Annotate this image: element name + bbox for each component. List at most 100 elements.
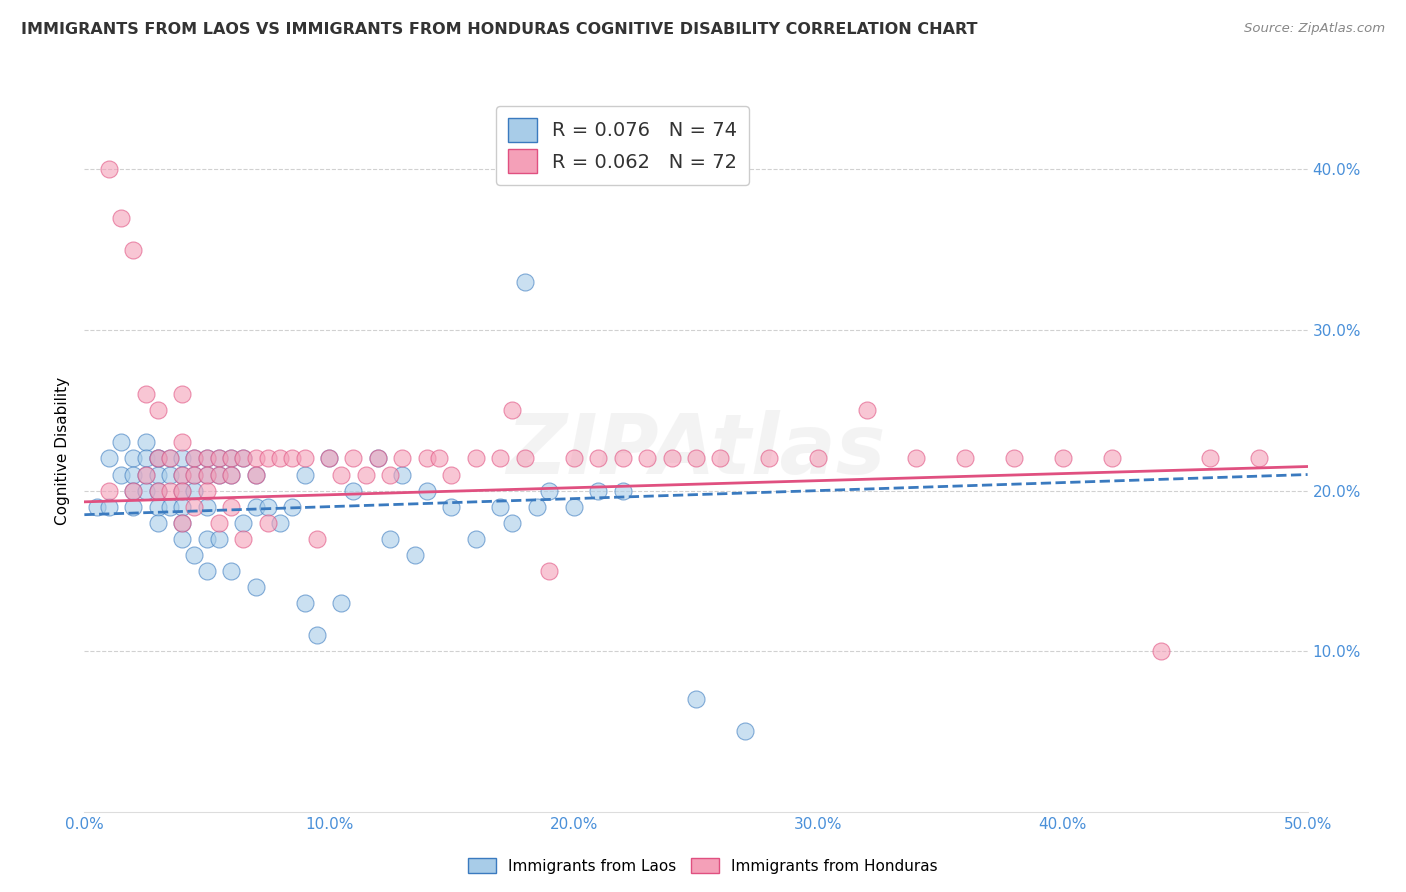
Point — [391, 451, 413, 466]
Point — [135, 387, 157, 401]
Point — [183, 500, 205, 514]
Point — [208, 467, 231, 482]
Point — [146, 403, 169, 417]
Point — [464, 451, 486, 466]
Point — [562, 451, 585, 466]
Point — [97, 483, 120, 498]
Point — [294, 467, 316, 482]
Point — [305, 532, 328, 546]
Point — [122, 467, 145, 482]
Point — [440, 467, 463, 482]
Point — [342, 451, 364, 466]
Point — [281, 500, 304, 514]
Point — [953, 451, 976, 466]
Point — [269, 516, 291, 530]
Point — [416, 483, 439, 498]
Point — [219, 467, 242, 482]
Point — [612, 483, 634, 498]
Legend: Immigrants from Laos, Immigrants from Honduras: Immigrants from Laos, Immigrants from Ho… — [463, 852, 943, 880]
Point — [416, 451, 439, 466]
Point — [330, 596, 353, 610]
Point — [159, 500, 181, 514]
Point — [305, 628, 328, 642]
Point — [159, 483, 181, 498]
Point — [404, 548, 426, 562]
Point — [208, 451, 231, 466]
Point — [208, 467, 231, 482]
Point — [219, 564, 242, 578]
Point — [146, 483, 169, 498]
Point — [612, 451, 634, 466]
Point — [513, 275, 536, 289]
Point — [183, 483, 205, 498]
Point — [232, 516, 254, 530]
Point — [330, 467, 353, 482]
Point — [219, 467, 242, 482]
Point — [391, 467, 413, 482]
Point — [464, 532, 486, 546]
Point — [172, 500, 194, 514]
Point — [172, 435, 194, 450]
Legend: R = 0.076   N = 74, R = 0.062   N = 72: R = 0.076 N = 74, R = 0.062 N = 72 — [496, 106, 749, 185]
Point — [294, 451, 316, 466]
Point — [219, 500, 242, 514]
Point — [86, 500, 108, 514]
Point — [172, 467, 194, 482]
Point — [219, 451, 242, 466]
Point — [146, 467, 169, 482]
Point — [367, 451, 389, 466]
Point — [219, 451, 242, 466]
Point — [110, 435, 132, 450]
Point — [195, 532, 218, 546]
Point — [135, 467, 157, 482]
Point — [172, 467, 194, 482]
Point — [709, 451, 731, 466]
Point — [159, 467, 181, 482]
Point — [183, 548, 205, 562]
Text: IMMIGRANTS FROM LAOS VS IMMIGRANTS FROM HONDURAS COGNITIVE DISABILITY CORRELATIO: IMMIGRANTS FROM LAOS VS IMMIGRANTS FROM … — [21, 22, 977, 37]
Point — [502, 403, 524, 417]
Point — [146, 516, 169, 530]
Point — [159, 451, 181, 466]
Point — [232, 451, 254, 466]
Point — [380, 532, 402, 546]
Point — [758, 451, 780, 466]
Point — [257, 451, 280, 466]
Point — [97, 162, 120, 177]
Point — [380, 467, 402, 482]
Point — [1198, 451, 1220, 466]
Point — [183, 451, 205, 466]
Point — [562, 500, 585, 514]
Point — [245, 500, 267, 514]
Point — [172, 451, 194, 466]
Point — [440, 500, 463, 514]
Point — [122, 483, 145, 498]
Point — [489, 451, 512, 466]
Point — [146, 451, 169, 466]
Point — [208, 451, 231, 466]
Point — [146, 451, 169, 466]
Point — [1052, 451, 1074, 466]
Point — [734, 724, 756, 739]
Point — [172, 516, 194, 530]
Point — [905, 451, 928, 466]
Point — [195, 467, 218, 482]
Point — [489, 500, 512, 514]
Point — [636, 451, 658, 466]
Point — [245, 580, 267, 594]
Point — [183, 467, 205, 482]
Point — [172, 483, 194, 498]
Point — [538, 483, 561, 498]
Point — [122, 451, 145, 466]
Point — [586, 483, 609, 498]
Point — [294, 596, 316, 610]
Point — [172, 483, 194, 498]
Point — [586, 451, 609, 466]
Point — [257, 500, 280, 514]
Point — [856, 403, 879, 417]
Text: ZIPAtlas: ZIPAtlas — [506, 410, 886, 491]
Point — [354, 467, 377, 482]
Point — [257, 516, 280, 530]
Point — [232, 532, 254, 546]
Point — [232, 451, 254, 466]
